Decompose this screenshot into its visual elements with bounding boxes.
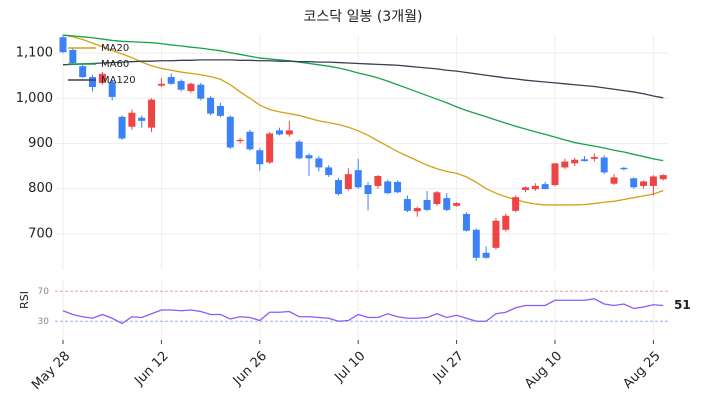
y-tick-label: 70 [38, 287, 50, 297]
candle-body [98, 73, 106, 83]
candle-body [89, 77, 97, 87]
candle-body [630, 178, 638, 188]
candle-body [216, 105, 224, 116]
x-tick-label: Aug 10 [522, 349, 565, 392]
candle-body [659, 175, 667, 180]
candle-body [325, 167, 333, 176]
candle-body [79, 66, 87, 78]
candle-body [187, 83, 195, 92]
candle-body [541, 184, 549, 190]
ma-line [62, 34, 664, 206]
rsi-line [62, 298, 664, 325]
candle-body [177, 81, 185, 90]
candle-body [482, 252, 490, 258]
candle-body [403, 199, 411, 211]
rsi-last-label: 51 [674, 298, 691, 312]
candle-body [305, 155, 313, 159]
candle-body [521, 187, 529, 191]
ma-line [62, 34, 664, 162]
candle-body [531, 185, 539, 190]
candle-body [118, 116, 126, 139]
candle-body [157, 83, 165, 86]
candle-body [551, 163, 559, 186]
candle-body [266, 133, 274, 163]
candle-body [148, 99, 156, 128]
candle-body [423, 199, 431, 210]
x-tick-label: Jun 12 [131, 349, 171, 389]
y-tick-label: 1,100 [16, 46, 53, 61]
candle-body [581, 159, 589, 162]
candle-body [197, 84, 205, 99]
candle-body [335, 180, 343, 195]
candle-body [649, 176, 657, 186]
candle-body [620, 167, 628, 170]
legend-label: MA20 [101, 43, 129, 54]
candle-body [561, 161, 569, 168]
candle-body [69, 49, 77, 64]
candle-body [394, 181, 402, 193]
candle-body [108, 82, 116, 97]
candle-body [256, 150, 264, 165]
candle-body [207, 97, 215, 114]
candle-body [374, 176, 382, 186]
candle-body [571, 159, 579, 164]
x-tick-label: Jun 26 [230, 349, 270, 389]
candle-body [413, 208, 421, 212]
candle-body [59, 37, 67, 53]
ma-line [62, 59, 664, 99]
candle-body [364, 185, 372, 195]
candle-body [138, 117, 146, 121]
candle-body [590, 157, 598, 159]
candle-body [433, 192, 441, 205]
candle-body [472, 229, 480, 258]
candle-body [344, 174, 352, 190]
chart-title: 코스닥 일봉 (3개월) [304, 9, 423, 25]
x-tick-label: Aug 25 [621, 349, 664, 392]
y-tick-label: 700 [28, 226, 53, 241]
rsi-label: RSI [18, 291, 31, 309]
candle-body [462, 213, 470, 231]
x-tick-label: Jul 10 [331, 349, 368, 386]
candle-body [236, 139, 244, 142]
y-tick-label: 30 [38, 317, 50, 327]
candle-body [226, 116, 234, 148]
y-tick-label: 800 [28, 181, 53, 196]
x-tick-label: May 28 [29, 349, 73, 393]
legend-label: MA120 [101, 75, 136, 86]
candle-body [167, 77, 175, 84]
candle-body [384, 181, 392, 194]
candle-body [443, 198, 451, 210]
y-tick-label: 900 [28, 136, 53, 151]
candle-body [285, 130, 293, 135]
y-tick-label: 1,000 [16, 91, 53, 106]
candle-body [512, 197, 520, 211]
candle-body [275, 130, 283, 135]
candle-body [246, 131, 254, 150]
candle-body [315, 158, 323, 168]
candle-body [453, 203, 461, 206]
legend-label: MA60 [101, 59, 129, 70]
candle-body [354, 170, 362, 188]
candle-body [492, 220, 500, 248]
candle-body [295, 141, 303, 159]
candle-body [640, 181, 648, 186]
candle-body [600, 157, 608, 173]
x-tick-label: Jul 27 [430, 349, 467, 386]
candle-body [502, 215, 510, 230]
candle-body [128, 112, 136, 127]
candle-body [610, 177, 618, 184]
